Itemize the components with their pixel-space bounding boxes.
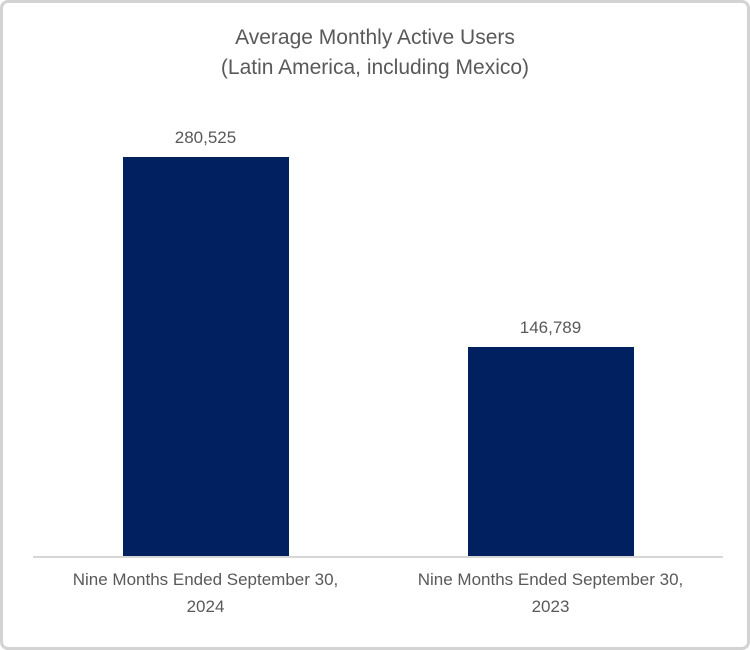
bar-group-2023: 146,789 <box>378 128 723 557</box>
x-axis-labels: Nine Months Ended September 30, 2024 Nin… <box>33 566 723 620</box>
bar-2024 <box>122 157 289 557</box>
x-axis-label-2024: Nine Months Ended September 30, 2024 <box>72 570 339 616</box>
bar-group-2024: 280,525 <box>33 128 378 557</box>
chart-subtitle: (Latin America, including Mexico) <box>220 56 530 79</box>
plot-area: 280,525 146,789 <box>33 128 723 557</box>
chart-title: Average Monthly Active Users <box>235 26 515 49</box>
x-axis-line <box>33 556 723 558</box>
x-axis-label-2023: Nine Months Ended September 30, 2023 <box>417 570 684 616</box>
bar-2023 <box>467 347 634 557</box>
chart-title-block: Average Monthly Active Users (Latin Amer… <box>3 23 747 83</box>
bar-value-label-2023: 146,789 <box>519 318 582 337</box>
bar-value-label-2024: 280,525 <box>174 128 237 147</box>
